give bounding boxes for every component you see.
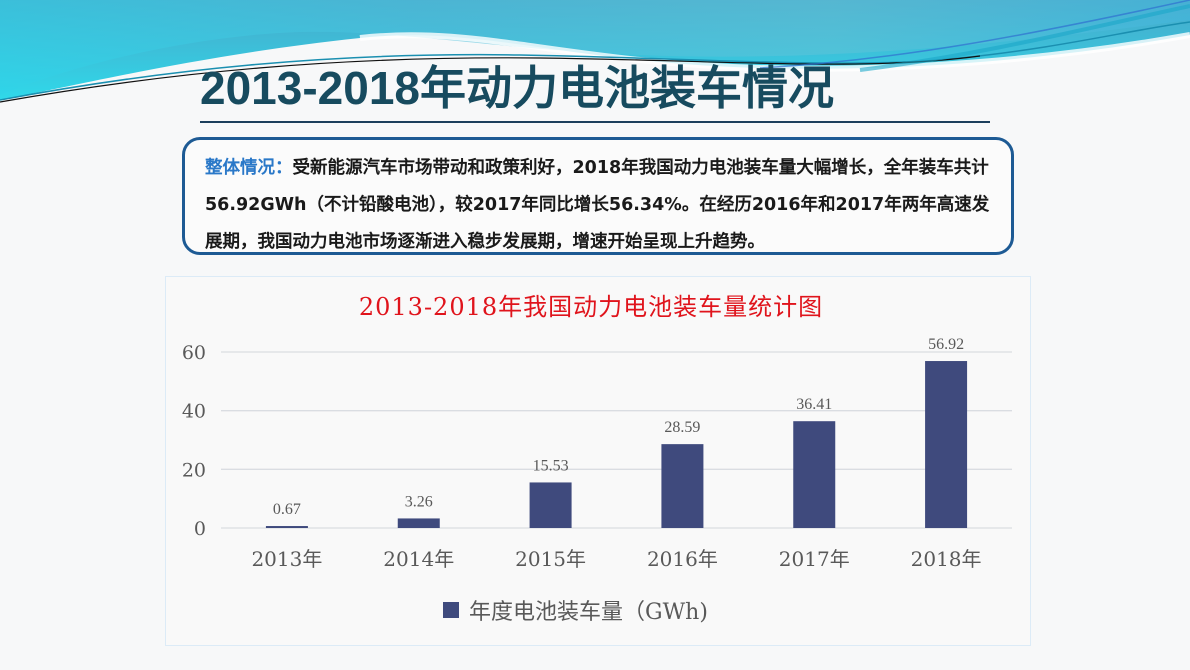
data-label: 56.92	[928, 336, 964, 353]
summary-label: 整体情况：	[205, 158, 293, 178]
title-underline	[200, 121, 990, 123]
bar	[529, 482, 572, 528]
data-label: 3.26	[405, 493, 433, 510]
legend-label: 年度电池装车量（GWh)	[469, 600, 708, 625]
chart-title: 2013-2018年我国动力电池装车量统计图	[358, 293, 824, 321]
bar	[265, 526, 308, 528]
chart-legend: 年度电池装车量（GWh)	[443, 594, 708, 626]
y-tick-label: 40	[182, 401, 206, 423]
x-tick-label: 2017年	[779, 547, 850, 571]
data-label: 15.53	[533, 457, 569, 474]
x-tick-label: 2018年	[911, 547, 982, 571]
summary-text: 受新能源汽车市场带动和政策利好，2018年我国动力电池装车量大幅增长，全年装车共…	[205, 158, 990, 252]
x-tick-label: 2015年	[515, 547, 586, 571]
x-tick-label: 2014年	[383, 547, 454, 571]
bar	[925, 361, 968, 528]
bar	[397, 518, 440, 528]
bar	[661, 444, 704, 528]
y-tick-label: 20	[182, 459, 206, 481]
page-title: 2013-2018年动力电池装车情况	[200, 62, 834, 114]
header-wave-decoration	[0, 0, 1190, 103]
data-label: 28.59	[664, 419, 700, 436]
data-label: 0.67	[273, 501, 301, 518]
y-tick-label: 60	[182, 342, 206, 364]
x-tick-label: 2013年	[251, 547, 322, 571]
y-tick-label: 0	[194, 518, 206, 540]
x-tick-label: 2016年	[647, 547, 718, 571]
bar	[793, 421, 836, 528]
chart-panel	[165, 276, 1031, 646]
data-label: 36.41	[796, 396, 832, 413]
legend-swatch-icon	[443, 602, 459, 618]
summary-box: 整体情况：受新能源汽车市场带动和政策利好，2018年我国动力电池装车量大幅增长，…	[182, 137, 1014, 255]
